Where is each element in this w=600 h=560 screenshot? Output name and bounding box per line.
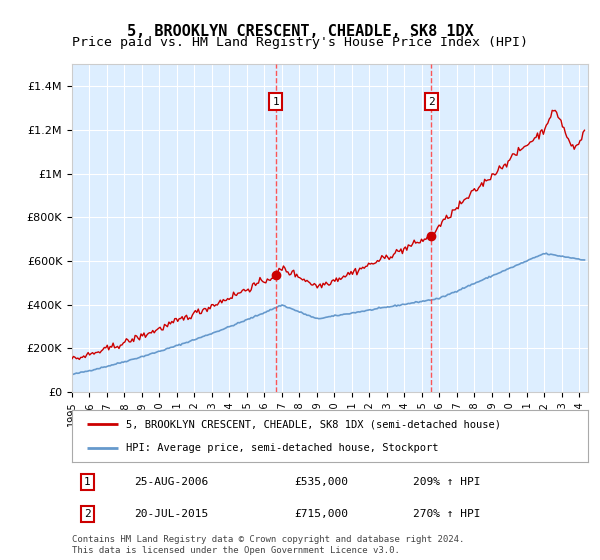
Text: Contains HM Land Registry data © Crown copyright and database right 2024.
This d: Contains HM Land Registry data © Crown c… [72, 535, 464, 555]
Text: £535,000: £535,000 [294, 477, 348, 487]
Text: 1: 1 [84, 477, 91, 487]
Text: 5, BROOKLYN CRESCENT, CHEADLE, SK8 1DX (semi-detached house): 5, BROOKLYN CRESCENT, CHEADLE, SK8 1DX (… [126, 419, 501, 430]
Text: £715,000: £715,000 [294, 509, 348, 519]
Text: 20-JUL-2015: 20-JUL-2015 [134, 509, 208, 519]
Text: 270% ↑ HPI: 270% ↑ HPI [413, 509, 480, 519]
Text: 209% ↑ HPI: 209% ↑ HPI [413, 477, 480, 487]
Text: 25-AUG-2006: 25-AUG-2006 [134, 477, 208, 487]
Text: 2: 2 [428, 96, 435, 106]
Text: HPI: Average price, semi-detached house, Stockport: HPI: Average price, semi-detached house,… [126, 443, 439, 453]
Text: 2: 2 [84, 509, 91, 519]
Text: 1: 1 [272, 96, 279, 106]
Text: Price paid vs. HM Land Registry's House Price Index (HPI): Price paid vs. HM Land Registry's House … [72, 36, 528, 49]
Text: 5, BROOKLYN CRESCENT, CHEADLE, SK8 1DX: 5, BROOKLYN CRESCENT, CHEADLE, SK8 1DX [127, 24, 473, 39]
